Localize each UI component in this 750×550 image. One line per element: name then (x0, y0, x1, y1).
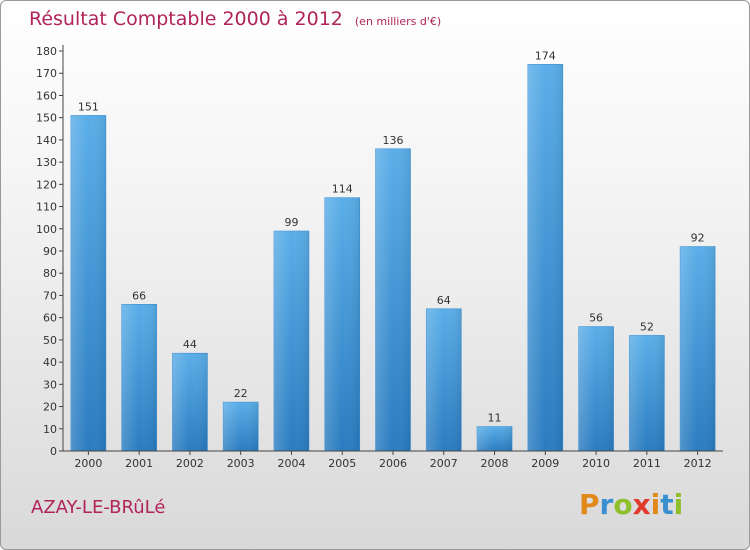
bar-shine-2004 (273, 231, 309, 451)
data-label-2002: 44 (183, 338, 197, 351)
data-label-2004: 99 (284, 216, 298, 229)
logo-letter: r (599, 488, 614, 521)
x-tick-label-2000: 2000 (74, 457, 102, 470)
bar-shine-2009 (527, 64, 563, 452)
bar-shine-2003 (223, 402, 259, 451)
y-tick-label: 90 (43, 245, 57, 258)
y-tick-label: 120 (36, 178, 57, 191)
data-label-2010: 56 (589, 312, 603, 325)
y-tick-label: 50 (43, 334, 57, 347)
y-tick-label: 110 (36, 201, 57, 214)
x-tick-label-2002: 2002 (176, 457, 204, 470)
x-tick-label-2007: 2007 (430, 457, 458, 470)
x-tick-label-2012: 2012 (684, 457, 712, 470)
data-label-2012: 92 (691, 232, 705, 245)
data-label-2006: 136 (383, 134, 404, 147)
logo-letter: x (632, 488, 651, 521)
x-axis: 2000 2001 2002 2003 2004 2005 2006 2007 2008 2009… (63, 450, 723, 470)
bar-shine-2001 (121, 304, 157, 451)
x-tick-label-2003: 2003 (227, 457, 255, 470)
y-tick-label: 30 (43, 378, 57, 391)
y-tick-label: 10 (43, 423, 57, 436)
y-tick-label: 130 (36, 156, 57, 169)
logo-letter: P (579, 488, 600, 521)
y-tick-label: 160 (36, 89, 57, 102)
city-name: AZAY-LE-BRûLé (31, 497, 166, 518)
data-label-2003: 22 (234, 387, 248, 400)
y-tick-label: 20 (43, 401, 57, 414)
data-label-2008: 11 (488, 412, 502, 425)
y-tick-label: 70 (43, 289, 57, 302)
bar-shine-2011 (629, 335, 665, 451)
bar-shine-2007 (426, 308, 462, 451)
y-tick-label: 170 (36, 67, 57, 80)
x-tick-label-2010: 2010 (582, 457, 610, 470)
y-tick-label: 80 (43, 267, 57, 280)
x-tick-label-2005: 2005 (328, 457, 356, 470)
y-tick-label: 40 (43, 356, 57, 369)
x-tick-label-2011: 2011 (633, 457, 661, 470)
logo-letter: i (650, 488, 661, 521)
proxiti-logo: Proxiti (579, 488, 683, 521)
bar-shine-2006 (375, 148, 411, 451)
y-tick-label: 0 (50, 445, 57, 458)
y-tick-label: 100 (36, 223, 57, 236)
bar-shine-2012 (680, 246, 716, 451)
x-tick-label-2008: 2008 (481, 457, 509, 470)
chart-title-text: Résultat Comptable 2000 à 2012 (29, 8, 343, 30)
chart-title: Résultat Comptable 2000 à 2012 (en millie… (29, 8, 441, 30)
data-label-2000: 151 (78, 100, 99, 113)
x-tick-label-2009: 2009 (531, 457, 559, 470)
x-tick-label-2004: 2004 (277, 457, 305, 470)
data-label-2001: 66 (132, 289, 146, 302)
data-label-2005: 114 (332, 183, 353, 196)
bar-shine-2002 (172, 353, 208, 451)
x-tick-label-2006: 2006 (379, 457, 407, 470)
logo-letter: i (673, 488, 684, 521)
logo-letter: t (660, 488, 674, 521)
y-tick-label: 180 (36, 45, 57, 58)
data-label-2009: 174 (535, 49, 556, 62)
y-axis: 0 10 20 30 40 50 60 70 80 90 100 110 120 130 140 150 160… (36, 45, 64, 458)
logo-letter: o (613, 488, 633, 521)
bars: 151 66 44 22 99 114 136 64 11 174 56 52 92 (70, 49, 716, 452)
y-tick-label: 150 (36, 112, 57, 125)
bar-shine-2008 (477, 426, 513, 451)
chart-subtitle: (en milliers d'€) (354, 15, 442, 28)
y-tick-label: 60 (43, 312, 57, 325)
x-tick-label-2001: 2001 (125, 457, 153, 470)
data-label-2007: 64 (437, 294, 451, 307)
y-tick-label: 140 (36, 134, 57, 147)
bar-shine-2010 (578, 326, 614, 451)
data-label-2011: 52 (640, 320, 654, 333)
bar-shine-2000 (70, 115, 106, 451)
bar-shine-2005 (324, 197, 360, 451)
